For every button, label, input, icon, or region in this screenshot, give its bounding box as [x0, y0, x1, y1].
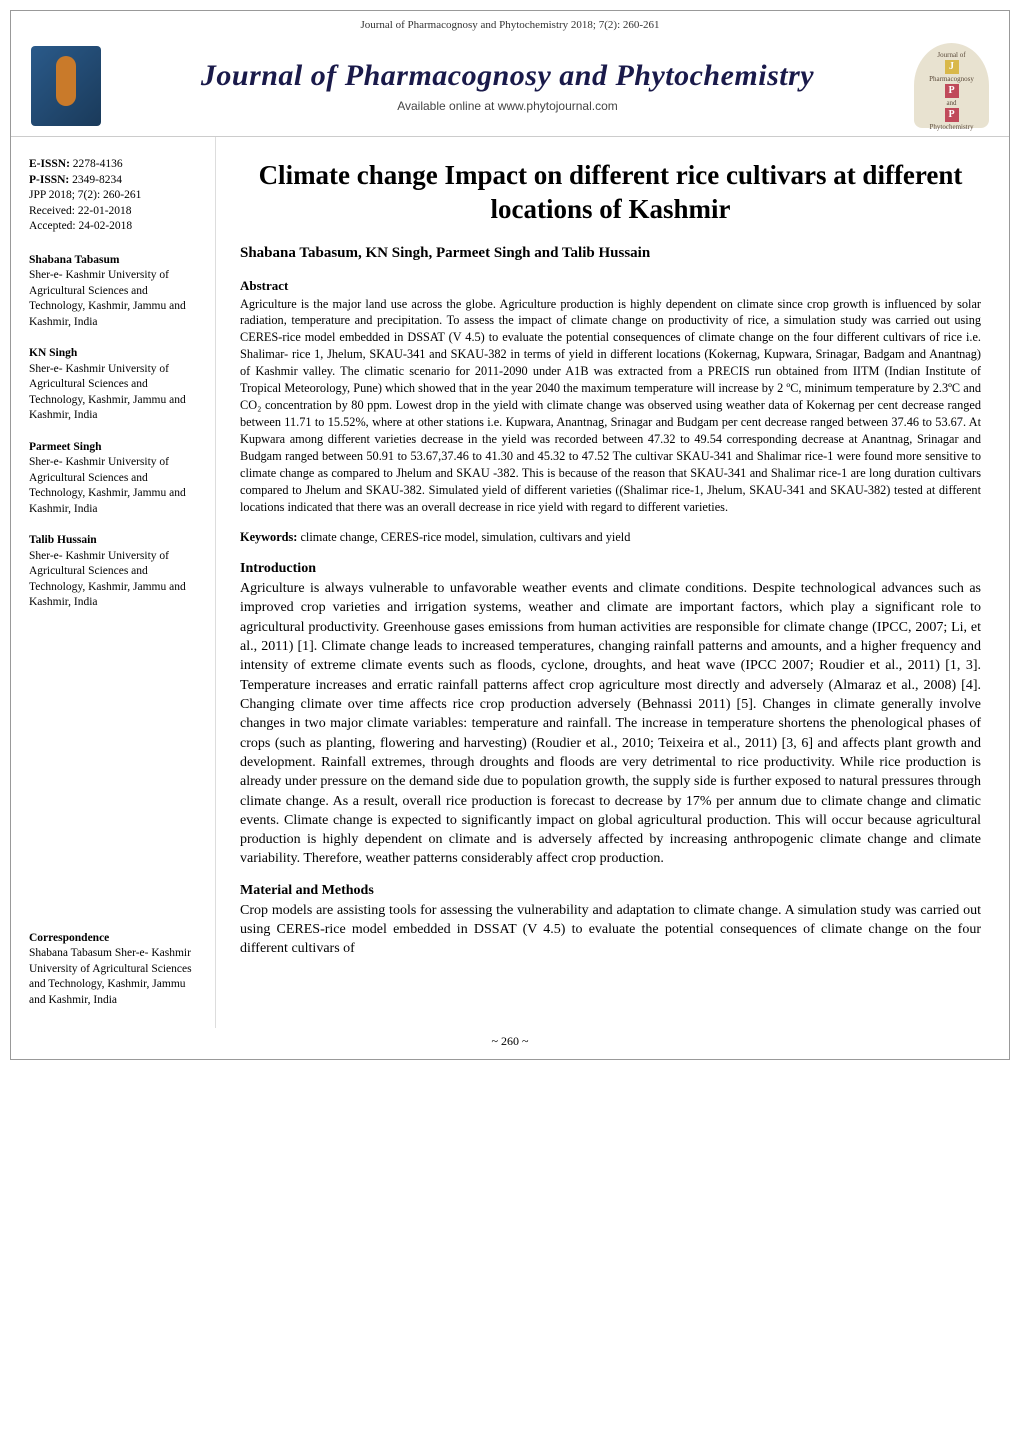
author-name: Parmeet Singh: [29, 440, 203, 456]
p-issn-value: 2349-8234: [69, 174, 122, 186]
sidebar: E-ISSN: 2278-4136 P-ISSN: 2349-8234 JPP …: [11, 137, 216, 1028]
badge-line: Pharmacognosy: [914, 75, 989, 83]
author-affil: Sher-e- Kashmir University of Agricultur…: [29, 455, 203, 517]
running-header: Journal of Pharmacognosy and Phytochemis…: [11, 11, 1009, 35]
author-block: Talib Hussain Sher-e- Kashmir University…: [29, 533, 203, 611]
citation-line: JPP 2018; 7(2): 260-261: [29, 188, 203, 204]
journal-title: Journal of Pharmacognosy and Phytochemis…: [116, 59, 899, 93]
author-block: KN Singh Sher-e- Kashmir University of A…: [29, 346, 203, 424]
author-name: KN Singh: [29, 346, 203, 362]
received-label: Received:: [29, 205, 75, 217]
journal-availability: Available online at www.phytojournal.com: [116, 99, 899, 113]
authors-line: Shabana Tabasum, KN Singh, Parmeet Singh…: [240, 245, 981, 262]
author-name: Shabana Tabasum: [29, 253, 203, 269]
e-issn-label: E-ISSN:: [29, 158, 70, 170]
correspondence-name: Shabana Tabasum: [29, 947, 112, 959]
keywords-line: Keywords: climate change, CERES-rice mod…: [240, 530, 981, 545]
journal-badge-icon: Journal of J Pharmacognosy P and P Phyto…: [914, 43, 989, 128]
introduction-text: Agriculture is always vulnerable to unfa…: [240, 579, 981, 869]
masthead-center: Journal of Pharmacognosy and Phytochemis…: [101, 59, 914, 113]
author-affil: Sher-e- Kashmir University of Agricultur…: [29, 549, 203, 611]
accepted-label: Accepted:: [29, 220, 76, 232]
main-column: Climate change Impact on different rice …: [216, 137, 1009, 1028]
content-row: E-ISSN: 2278-4136 P-ISSN: 2349-8234 JPP …: [11, 137, 1009, 1028]
e-issn-value: 2278-4136: [70, 158, 123, 170]
badge-line: and: [914, 99, 989, 107]
accepted-value: 24-02-2018: [76, 220, 133, 232]
received-value: 22-01-2018: [75, 205, 132, 217]
masthead: Journal of Pharmacognosy and Phytochemis…: [11, 35, 1009, 137]
introduction-header: Introduction: [240, 561, 981, 577]
correspondence-header: Correspondence: [29, 931, 203, 947]
badge-letter-p: P: [945, 108, 959, 122]
journal-logo-icon: [31, 46, 101, 126]
correspondence-block: Correspondence Shabana Tabasum Sher-e- K…: [29, 931, 203, 1009]
badge-letter-j: J: [945, 60, 959, 74]
meta-block: E-ISSN: 2278-4136 P-ISSN: 2349-8234 JPP …: [29, 157, 203, 235]
badge-letter-p: P: [945, 84, 959, 98]
keywords-value: climate change, CERES-rice model, simula…: [297, 530, 630, 544]
author-affil: Sher-e- Kashmir University of Agricultur…: [29, 362, 203, 424]
article-title: Climate change Impact on different rice …: [240, 159, 981, 227]
methods-header: Material and Methods: [240, 883, 981, 899]
author-block: Parmeet Singh Sher-e- Kashmir University…: [29, 440, 203, 518]
author-affil: Sher-e- Kashmir University of Agricultur…: [29, 268, 203, 330]
p-issn-label: P-ISSN:: [29, 174, 69, 186]
methods-text: Crop models are assisting tools for asse…: [240, 901, 981, 959]
badge-line: Phytochemistry: [914, 123, 989, 131]
author-name: Talib Hussain: [29, 533, 203, 549]
page-number: ~ 260 ~: [11, 1028, 1009, 1059]
abstract-header: Abstract: [240, 278, 981, 294]
author-block: Shabana Tabasum Sher-e- Kashmir Universi…: [29, 253, 203, 331]
badge-line: Journal of: [914, 51, 989, 59]
page-frame: Journal of Pharmacognosy and Phytochemis…: [10, 10, 1010, 1060]
keywords-label: Keywords:: [240, 530, 297, 544]
abstract-text: Agriculture is the major land use across…: [240, 296, 981, 517]
